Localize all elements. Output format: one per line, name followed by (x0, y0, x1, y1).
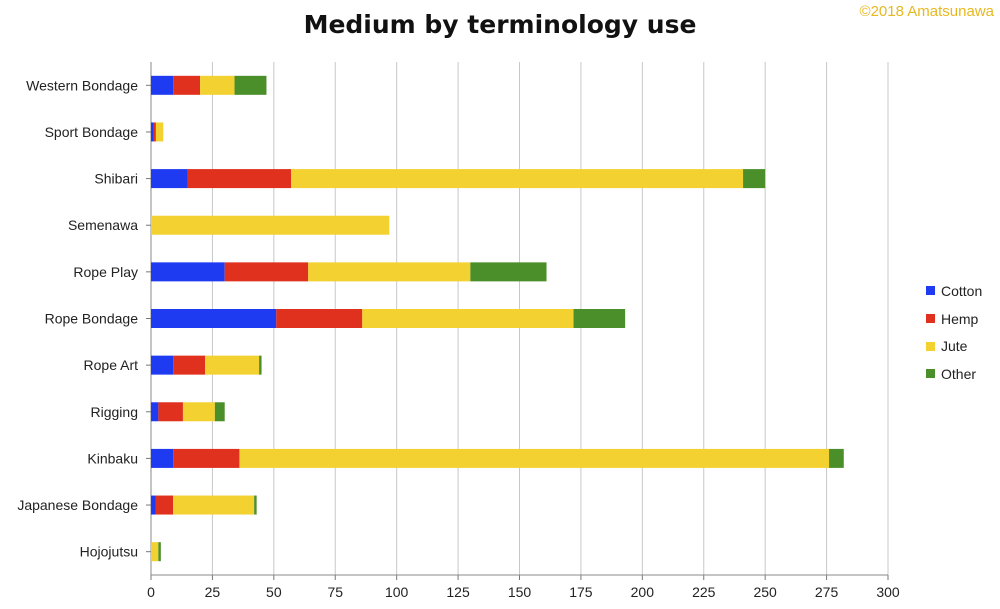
bar-other (470, 262, 547, 282)
category-label: Japanese Bondage (17, 497, 138, 513)
legend-swatch (926, 286, 935, 296)
category-label: Kinbaku (87, 450, 138, 466)
legend-label: Jute (941, 338, 968, 355)
bar-cotton (151, 355, 174, 375)
bar-jute (291, 169, 744, 189)
bar-other (743, 169, 766, 189)
x-tick-label: 150 (508, 584, 532, 600)
category-label: Semenawa (68, 217, 138, 233)
category-label: Rope Bondage (45, 311, 139, 327)
bar-jute (182, 402, 215, 422)
legend-item: Hemp (926, 305, 982, 333)
bar-cotton (151, 262, 225, 282)
bar-hemp (173, 75, 201, 95)
bar-jute (239, 448, 830, 468)
bar-cotton (151, 169, 188, 189)
category-label: Rope Play (73, 264, 138, 280)
bar-other (158, 542, 161, 562)
bar-jute (155, 122, 164, 142)
bar-hemp (224, 262, 309, 282)
legend-item: Other (926, 360, 982, 388)
x-tick-label: 275 (815, 584, 839, 600)
x-tick-label: 175 (569, 584, 593, 600)
x-tick-label: 50 (266, 584, 282, 600)
category-label: Western Bondage (26, 77, 138, 93)
category-label: Shibari (94, 171, 138, 187)
legend-label: Cotton (941, 282, 983, 299)
bar-hemp (187, 169, 292, 189)
bar-cotton (151, 309, 277, 328)
bar-jute (173, 495, 255, 515)
bar-cotton (151, 122, 154, 142)
x-tick-label: 100 (385, 584, 409, 600)
bar-cotton (151, 75, 174, 95)
x-tick-label: 225 (692, 584, 716, 600)
category-label: Sport Bondage (45, 124, 139, 140)
bar-hemp (155, 495, 174, 515)
bar-jute (362, 309, 574, 328)
category-label: Rope Art (84, 357, 139, 373)
legend-label: Hemp (941, 310, 979, 327)
bar-hemp (158, 402, 183, 422)
bar-other (214, 402, 225, 422)
bar-other (254, 495, 257, 515)
x-tick-label: 300 (876, 584, 900, 600)
bar-hemp (153, 122, 156, 142)
x-tick-label: 250 (753, 584, 777, 600)
copyright-notice: ©2018 Amatsunawa (859, 3, 994, 20)
chart-title: Medium by terminology use (303, 10, 697, 39)
legend-swatch (926, 369, 935, 379)
bar-hemp (276, 309, 363, 328)
category-label: Rigging (91, 404, 138, 420)
bar-jute (308, 262, 471, 282)
bar-other (234, 75, 267, 95)
x-tick-label: 25 (205, 584, 221, 600)
bar-cotton (151, 448, 174, 468)
x-tick-label: 125 (446, 584, 470, 600)
bar-cotton (151, 495, 156, 515)
x-tick-label: 75 (327, 584, 343, 600)
bar-other (259, 355, 262, 375)
bar-cotton (151, 402, 159, 422)
bar-jute (151, 215, 390, 235)
bar-other (573, 309, 626, 328)
bar-hemp (173, 448, 240, 468)
legend-item: Jute (926, 332, 982, 360)
bar-hemp (173, 355, 206, 375)
legend-swatch (926, 341, 935, 351)
bar-jute (200, 75, 235, 95)
category-label: Hojojutsu (80, 544, 138, 560)
legend-swatch (926, 314, 935, 324)
chart-legend: Cotton Hemp Jute Other (926, 277, 982, 388)
bar-jute (151, 542, 159, 562)
x-tick-label: 200 (631, 584, 655, 600)
bar-jute (205, 355, 260, 375)
legend-item: Cotton (926, 277, 982, 305)
legend-label: Other (941, 365, 977, 382)
x-tick-label: 0 (147, 584, 155, 600)
bar-other (829, 448, 844, 468)
